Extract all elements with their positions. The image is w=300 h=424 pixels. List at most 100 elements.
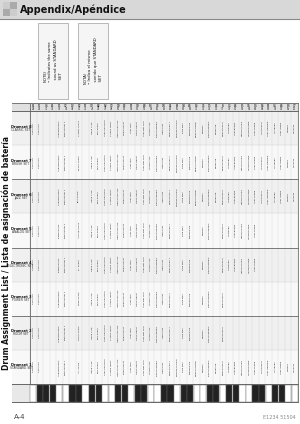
Text: ROOM SET: ROOM SET	[13, 332, 29, 336]
Text: Closed HiHat: Closed HiHat	[111, 257, 112, 272]
Text: CrashCymbal1: CrashCymbal1	[157, 324, 158, 342]
Text: High FloorTom: High FloorTom	[118, 324, 119, 341]
Bar	[3, 2, 10, 9]
Text: Low Conga: Low Conga	[255, 258, 256, 271]
Text: 84: 84	[248, 107, 250, 111]
Text: Seq Click: Seq Click	[39, 327, 40, 338]
Bar	[246, 385, 252, 402]
Text: CrashCymbal2: CrashCymbal2	[209, 290, 210, 307]
Text: 59: 59	[149, 107, 152, 111]
Bar	[12, 248, 298, 282]
Text: Low FloorTom: Low FloorTom	[105, 256, 106, 273]
Text: SplashCymbal: SplashCymbal	[196, 188, 197, 205]
Text: 50: 50	[117, 107, 120, 111]
Bar	[213, 385, 219, 402]
Text: Drumset 5: Drumset 5	[11, 227, 31, 231]
Text: C3: C3	[110, 104, 113, 108]
Text: 72: 72	[202, 107, 205, 111]
Text: E5: E5	[214, 104, 218, 108]
Text: 71: 71	[195, 107, 198, 111]
Text: A6: A6	[280, 104, 284, 108]
Text: Low Tom: Low Tom	[131, 327, 132, 338]
Text: Bass Drum 1: Bass Drum 1	[65, 154, 67, 170]
Text: Elec.Snare: Elec.Snare	[98, 190, 99, 203]
Bar	[141, 385, 148, 402]
Text: 53: 53	[130, 107, 133, 111]
Text: JAZZ SET: JAZZ SET	[14, 196, 28, 200]
Text: RideCymbal1: RideCymbal1	[170, 120, 171, 136]
Bar	[187, 385, 193, 402]
Text: 47: 47	[103, 107, 107, 111]
Text: Hi Agogo: Hi Agogo	[274, 123, 276, 134]
Text: MuteHiConga: MuteHiConga	[242, 359, 243, 375]
Text: Hi Bongo: Hi Bongo	[229, 191, 230, 202]
Text: RideCymbal2: RideCymbal2	[222, 223, 223, 238]
Text: Elec.Snare: Elec.Snare	[98, 224, 99, 237]
Text: Drumset 7: Drumset 7	[11, 159, 31, 163]
Text: High FloorTom: High FloorTom	[118, 256, 119, 273]
Text: Cowbell: Cowbell	[203, 362, 204, 372]
Text: Cowbell: Cowbell	[203, 226, 204, 235]
Text: Ac.BassDrum2: Ac.BassDrum2	[59, 324, 60, 342]
Bar	[12, 350, 298, 384]
Text: Ride Bell: Ride Bell	[183, 327, 184, 338]
Bar	[135, 385, 141, 402]
Text: E6: E6	[260, 104, 264, 108]
Text: Seq Click: Seq Click	[33, 157, 34, 167]
Text: Low Conga: Low Conga	[255, 156, 256, 169]
Text: Low Agogo: Low Agogo	[281, 121, 282, 135]
Text: OpenHiConga: OpenHiConga	[248, 359, 250, 375]
Text: Bass Drum 1: Bass Drum 1	[65, 223, 67, 238]
Text: Seq Click: Seq Click	[39, 293, 40, 304]
Text: El.BassDrum: El.BassDrum	[59, 257, 60, 272]
Text: 43: 43	[91, 107, 94, 111]
Text: OpenHiConga: OpenHiConga	[248, 120, 250, 136]
Bar	[239, 385, 245, 402]
Bar	[12, 384, 298, 402]
Text: Low FloorTom: Low FloorTom	[105, 290, 106, 307]
Text: Hi Agogo: Hi Agogo	[274, 157, 276, 167]
Bar	[12, 316, 298, 350]
Text: 48: 48	[110, 107, 113, 111]
Text: STANDARD SET: STANDARD SET	[10, 366, 32, 371]
Bar	[161, 385, 167, 402]
Text: RideCymbal1: RideCymbal1	[170, 325, 171, 341]
Text: 83: 83	[241, 107, 244, 111]
Text: 88: 88	[260, 107, 264, 111]
Bar	[148, 385, 154, 402]
Text: Elec.Snare: Elec.Snare	[98, 258, 99, 271]
Bar	[12, 103, 298, 111]
Text: RideCymbal2: RideCymbal2	[222, 257, 223, 273]
Text: 31: 31	[45, 107, 48, 111]
Bar	[292, 385, 298, 402]
Bar	[50, 385, 56, 402]
Text: CrashCymbal1: CrashCymbal1	[157, 358, 158, 376]
Text: A1: A1	[51, 104, 55, 108]
Text: Tambourine: Tambourine	[190, 360, 191, 374]
Bar	[109, 385, 115, 402]
Text: B6: B6	[286, 104, 290, 108]
Text: MuteHiConga: MuteHiConga	[242, 120, 243, 136]
Text: Open HiHat: Open HiHat	[137, 121, 139, 135]
Text: B5: B5	[241, 104, 244, 108]
Text: Tambourine: Tambourine	[190, 326, 191, 340]
Text: CrashCymbal2: CrashCymbal2	[209, 153, 210, 171]
Text: CrashCymbal1: CrashCymbal1	[157, 119, 158, 137]
Text: Low-Mid Tom: Low-Mid Tom	[144, 120, 145, 136]
Text: High FloorTom: High FloorTom	[118, 290, 119, 307]
Text: High FloorTom: High FloorTom	[118, 358, 119, 376]
Text: CrashCymbal1: CrashCymbal1	[157, 256, 158, 273]
Text: G4: G4	[182, 104, 185, 108]
Text: RideCymbal2: RideCymbal2	[222, 154, 223, 170]
Text: 55: 55	[136, 107, 140, 111]
Text: RideCymbal1: RideCymbal1	[170, 291, 171, 307]
Bar	[233, 385, 239, 402]
Text: Drumset 1: Drumset 1	[11, 363, 31, 368]
Text: Room Snare: Room Snare	[79, 326, 80, 340]
Text: A5: A5	[234, 104, 238, 108]
Text: 86: 86	[254, 107, 257, 111]
Text: Cowbell: Cowbell	[203, 294, 204, 304]
Text: Low Tom: Low Tom	[131, 157, 132, 167]
Text: F6: F6	[267, 104, 270, 108]
Text: Low-Mid Tom: Low-Mid Tom	[144, 257, 145, 273]
